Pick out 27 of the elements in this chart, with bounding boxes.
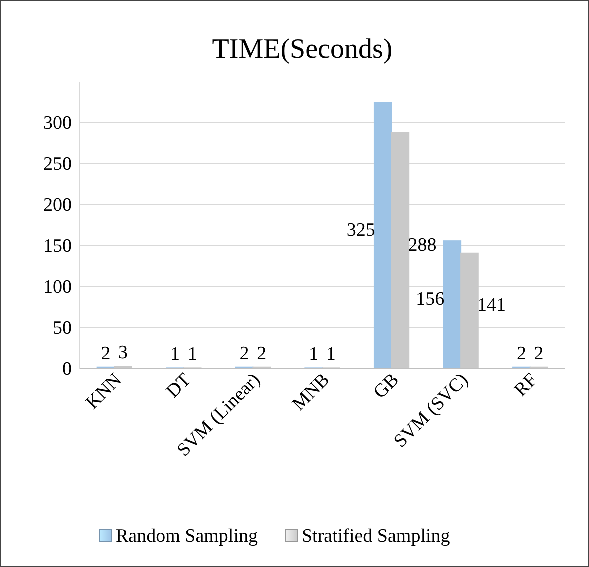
data-label: 1: [170, 344, 180, 366]
data-label: 1: [326, 344, 336, 366]
x-tick-label: RF: [510, 370, 542, 401]
data-label: 288: [408, 234, 437, 256]
y-tick-label: 0: [62, 359, 72, 380]
y-tick-label: 100: [44, 277, 72, 298]
data-label: 3: [118, 342, 128, 364]
x-tick-label: DT: [162, 369, 196, 402]
data-label: 2: [257, 343, 267, 364]
chart-title: TIME(Seconds): [212, 34, 393, 65]
data-label: 1: [188, 344, 198, 366]
legend-label: Random Sampling: [116, 526, 258, 547]
data-label: 1: [309, 344, 319, 366]
x-tick-label: GB: [370, 370, 404, 404]
data-label: 141: [477, 295, 506, 316]
y-tick-label: 50: [53, 318, 72, 340]
data-label: 2: [101, 343, 111, 364]
data-label: 2: [516, 343, 526, 364]
y-tick-label: 250: [44, 154, 72, 176]
data-label: 2: [534, 343, 544, 364]
data-label: 2: [240, 343, 250, 364]
y-tick-label: 300: [44, 113, 72, 134]
data-label: 325: [346, 220, 376, 241]
legend-label: Stratified Sampling: [302, 526, 451, 547]
data-label: 156: [416, 289, 445, 310]
y-tick-label: 200: [44, 195, 72, 216]
y-tick-label: 150: [44, 236, 72, 258]
